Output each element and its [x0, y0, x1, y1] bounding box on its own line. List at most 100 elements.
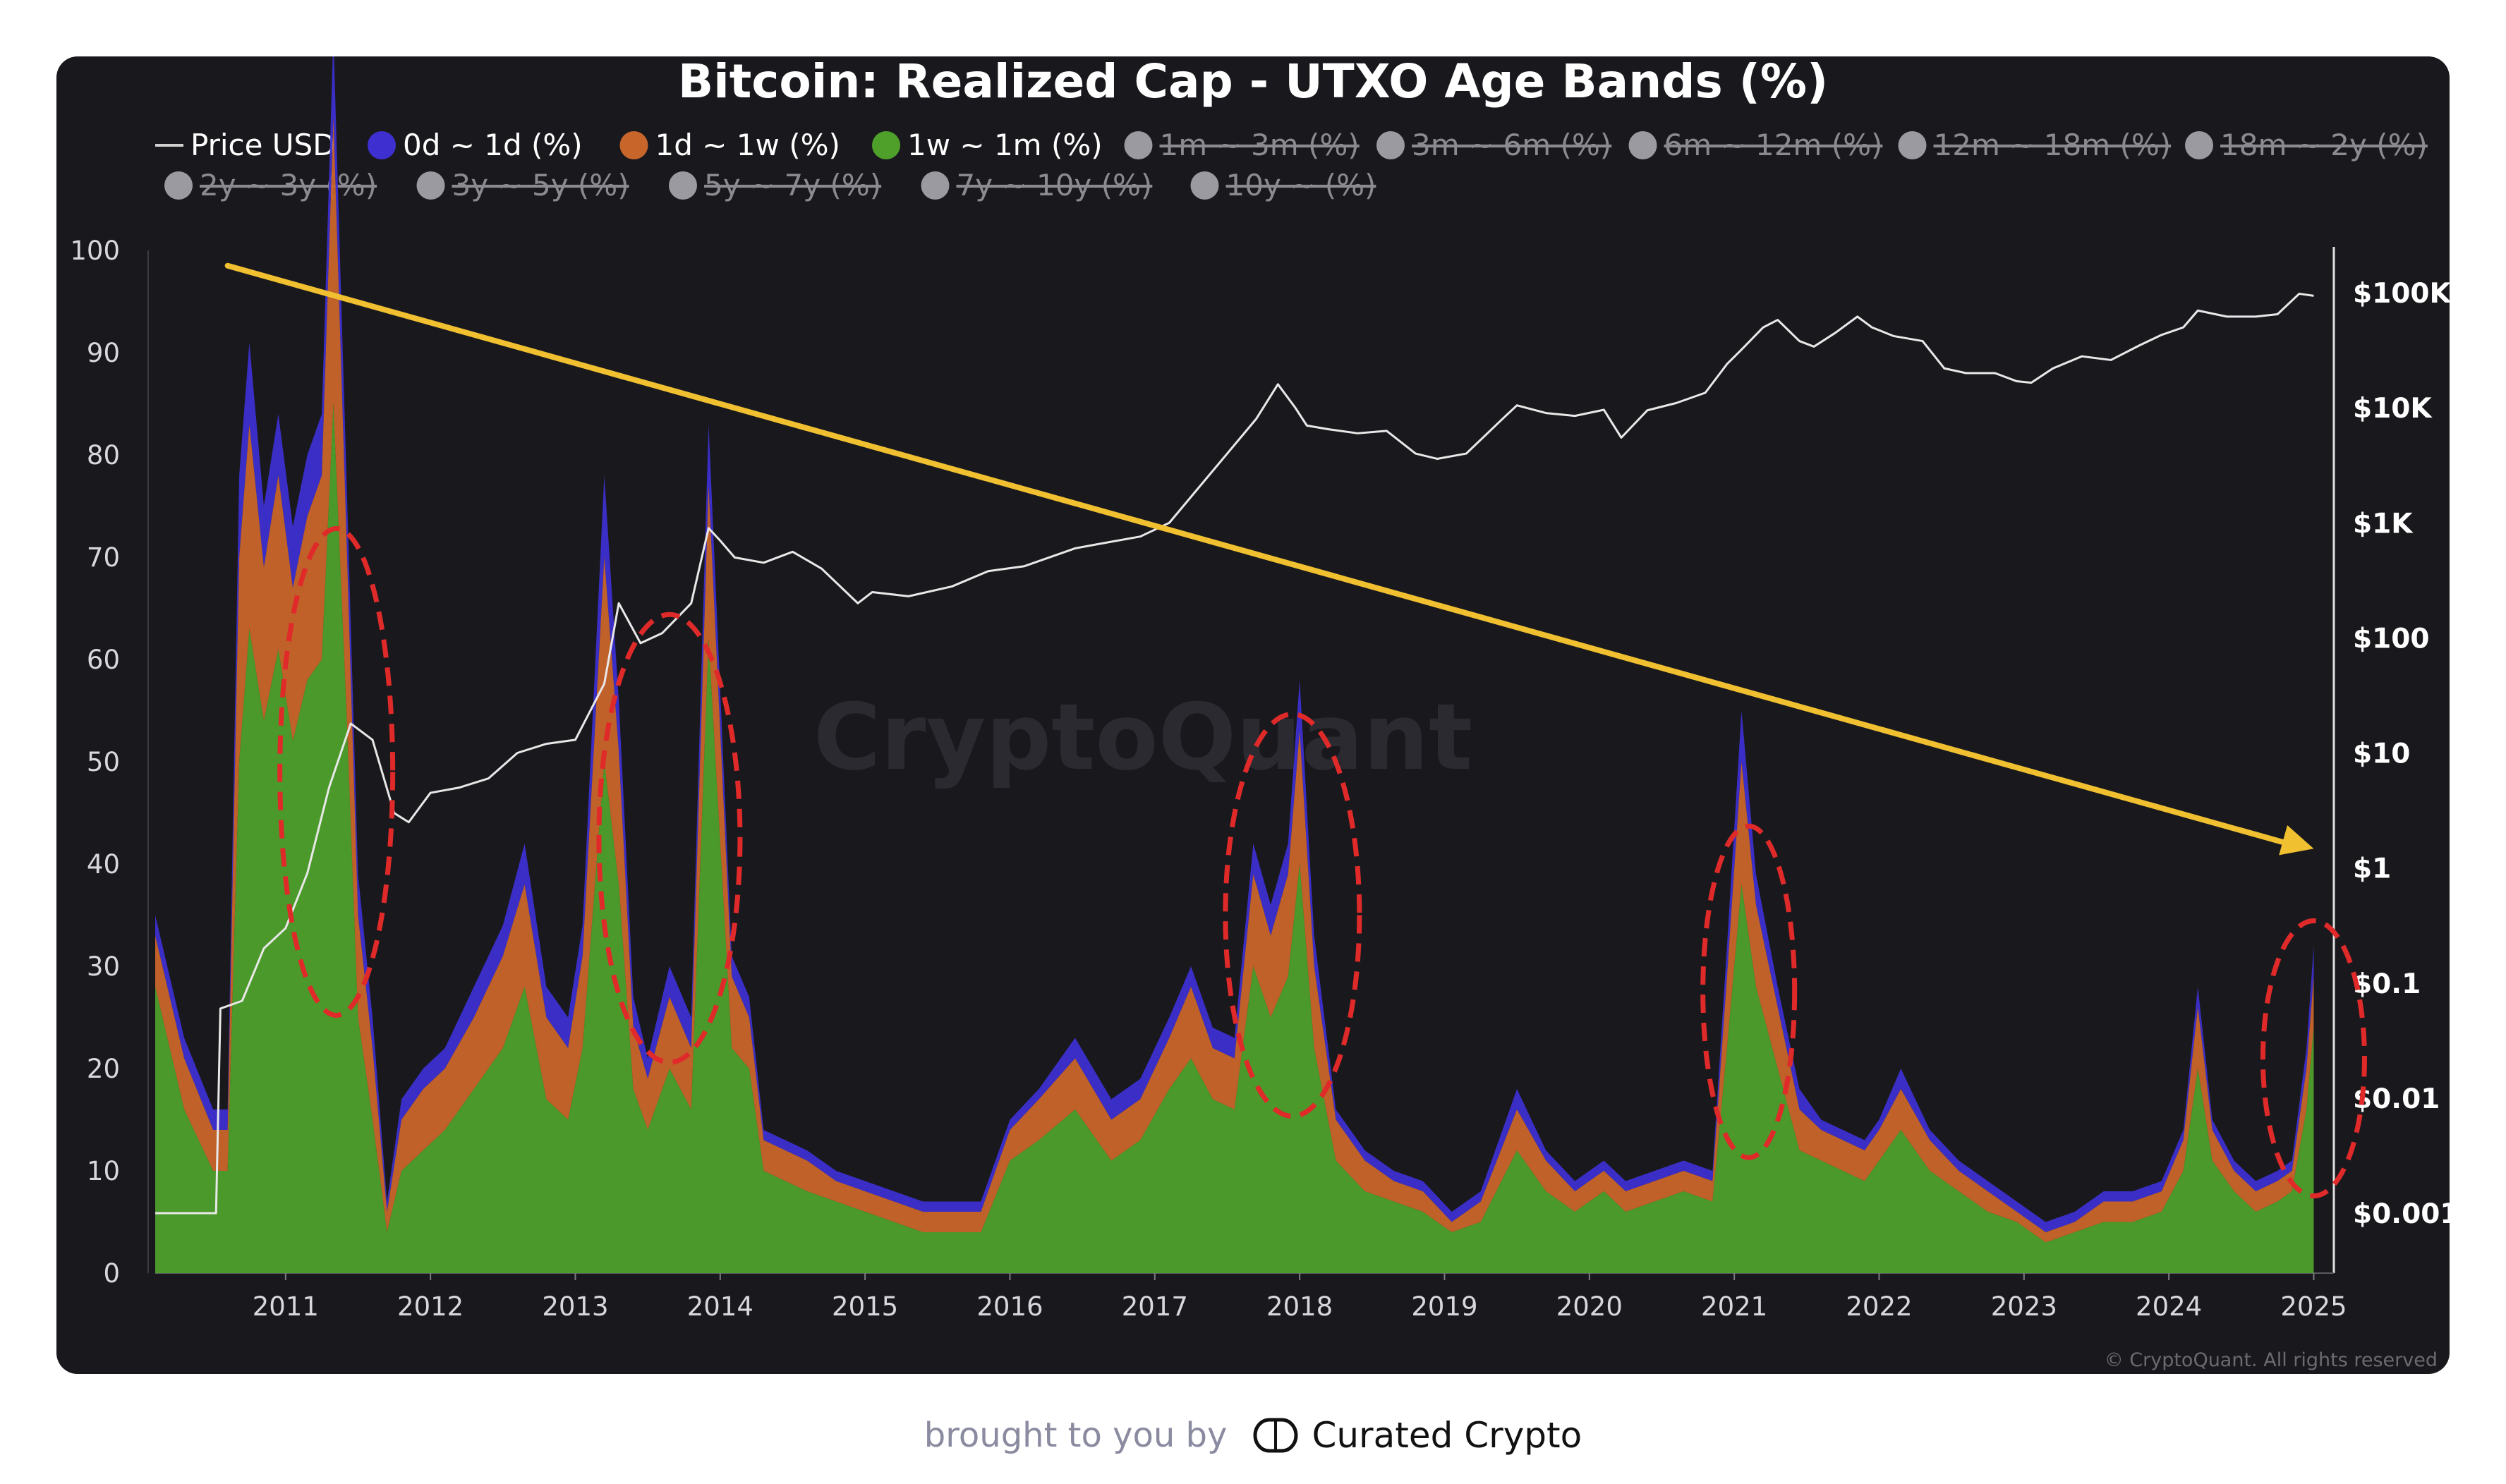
legend-label: 10y ~ (%) — [1226, 168, 1376, 202]
legend-label: 6m ~ 12m (%) — [1664, 128, 1883, 162]
x-tick-label: 2016 — [976, 1291, 1043, 1322]
y-left-axis: 0 10 20 30 40 50 60 70 80 90 100 — [70, 236, 149, 1289]
legend-label: 5y ~ 7y (%) — [704, 168, 881, 202]
highlight-ellipse-3 — [1700, 823, 1798, 1160]
legend-item-12[interactable]: 7y ~ 10y (%) — [921, 168, 1153, 202]
legend-label: 12m ~ 18m (%) — [1934, 128, 2172, 162]
x-tick-label: 2022 — [1846, 1291, 1912, 1322]
area-series-0 — [155, 403, 2314, 1273]
y-tick-label: 40 — [87, 849, 120, 880]
x-tick-label: 2015 — [832, 1291, 898, 1322]
legend-dot-marker — [164, 171, 193, 200]
price-tick-label: $1 — [2353, 853, 2391, 885]
watermark: CryptoQuant — [813, 683, 1472, 791]
y-tick-label: 20 — [87, 1054, 120, 1084]
y-tick-label: 80 — [87, 440, 120, 470]
legend-dot-marker — [1124, 131, 1153, 159]
x-tick-label: 2013 — [542, 1291, 608, 1322]
legend-item-1[interactable]: 0d ~ 1d (%) — [368, 128, 583, 162]
legend-item-10[interactable]: 3y ~ 5y (%) — [416, 168, 629, 202]
y-right-axis: $0.001 $0.01 $0.1 $1 $10 $100 $1K $10K $100K — [2332, 247, 2450, 1273]
legend-label: 2y ~ 3y (%) — [200, 168, 377, 202]
legend-item-4[interactable]: 1m ~ 3m (%) — [1124, 128, 1360, 162]
legend-label: 18m ~ 2y (%) — [2220, 128, 2428, 162]
legend-label: 1d ~ 1w (%) — [655, 128, 840, 162]
x-tick-label: 2012 — [397, 1291, 464, 1322]
legend-label: 1w ~ 1m (%) — [907, 128, 1103, 162]
y-tick-label: 0 — [103, 1258, 120, 1289]
y-tick-label: 10 — [87, 1156, 120, 1186]
legend-item-11[interactable]: 5y ~ 7y (%) — [669, 168, 881, 202]
x-tick-label: 2024 — [2136, 1291, 2202, 1322]
trendline-group — [224, 262, 2314, 856]
legend-label: 3y ~ 5y (%) — [452, 168, 629, 202]
x-tick-label: 2019 — [1411, 1291, 1477, 1322]
footer: brought to you by Curated Crypto — [0, 1404, 2506, 1467]
curated-crypto-logo-icon[interactable] — [1248, 1414, 1303, 1456]
price-tick-label: $100 — [2353, 623, 2430, 655]
legend-item-13[interactable]: 10y ~ (%) — [1190, 168, 1376, 202]
x-axis: 2011 2012 2013 2014 2015 2016 2017 2018 2019 2020… — [155, 1272, 2347, 1322]
legend-item-3[interactable]: 1w ~ 1m (%) — [872, 128, 1103, 162]
legend-dot-marker — [1628, 131, 1657, 159]
copyright: © CryptoQuant. All rights reserved — [2105, 1349, 2438, 1371]
legend-dot-marker — [619, 131, 648, 159]
price-tick-label: $1K — [2353, 508, 2414, 540]
area-series-1 — [155, 117, 2314, 1243]
legend-dot-marker — [1376, 131, 1405, 159]
legend-item-5[interactable]: 3m ~ 6m (%) — [1376, 128, 1611, 162]
legend-item-9[interactable]: 2y ~ 3y (%) — [164, 168, 377, 202]
price-tick-label: $10 — [2353, 738, 2410, 770]
x-tick-label: 2014 — [687, 1291, 753, 1322]
x-tick-label: 2018 — [1266, 1291, 1333, 1322]
legend-dot-marker — [416, 171, 445, 200]
legend-dot-marker — [669, 171, 697, 200]
x-tick-label: 2011 — [253, 1291, 319, 1322]
chart-card: CryptoQuant Bitcoin: Realized Cap - UTXO… — [56, 56, 2450, 1374]
legend: Price USD 0d ~ 1d (%) 1d ~ 1w (%) 1w ~ 1m (… — [155, 128, 2428, 202]
legend-item-0[interactable]: Price USD — [155, 128, 336, 162]
x-tick-label: 2025 — [2280, 1291, 2347, 1322]
highlight-ellipse-2 — [1223, 712, 1362, 1119]
y-tick-label: 70 — [87, 542, 120, 573]
x-tick-label: 2017 — [1122, 1291, 1188, 1322]
legend-label: 0d ~ 1d (%) — [403, 128, 583, 162]
chart-svg: CryptoQuant Bitcoin: Realized Cap - UTXO… — [70, 56, 2450, 1371]
trendline — [224, 262, 2299, 849]
legend-item-8[interactable]: 18m ~ 2y (%) — [2185, 128, 2428, 162]
highlight-ellipse-4 — [2260, 918, 2367, 1198]
y-tick-label: 50 — [87, 747, 120, 777]
legend-item-6[interactable]: 6m ~ 12m (%) — [1628, 128, 1883, 162]
y-tick-label: 30 — [87, 951, 120, 982]
legend-label: 3m ~ 6m (%) — [1412, 128, 1611, 162]
x-tick-label: 2023 — [1991, 1291, 2057, 1322]
stacked-areas — [155, 56, 2314, 1273]
brand-name[interactable]: Curated Crypto — [1312, 1415, 1582, 1456]
trendline-arrowhead — [2279, 825, 2314, 856]
highlight-ellipses — [277, 526, 2367, 1198]
footer-prefix: brought to you by — [924, 1416, 1228, 1455]
highlight-ellipse-0 — [277, 526, 396, 1018]
y-tick-label: 100 — [70, 236, 120, 266]
price-line-group — [155, 292, 2314, 1215]
price-tick-label: $0.01 — [2353, 1083, 2440, 1115]
y-tick-label: 60 — [87, 645, 120, 675]
legend-item-7[interactable]: 12m ~ 18m (%) — [1898, 128, 2172, 162]
legend-label: 1m ~ 3m (%) — [1160, 128, 1360, 162]
x-tick-label: 2020 — [1556, 1291, 1623, 1322]
legend-dot-marker — [921, 171, 950, 200]
y-tick-label: 90 — [87, 338, 120, 368]
legend-label: Price USD — [190, 128, 336, 162]
price-tick-label: $100K — [2353, 278, 2450, 310]
legend-dot-marker — [1898, 131, 1927, 159]
x-tick-label: 2021 — [1701, 1291, 1767, 1322]
legend-dot-marker — [872, 131, 900, 159]
chart-title: Bitcoin: Realized Cap - UTXO Age Bands (… — [678, 56, 1828, 109]
price-usd-line — [155, 292, 2314, 1215]
legend-item-2[interactable]: 1d ~ 1w (%) — [619, 128, 840, 162]
price-tick-label: $0.1 — [2353, 968, 2421, 1000]
legend-label: 7y ~ 10y (%) — [957, 168, 1153, 202]
price-tick-label: $10K — [2353, 393, 2433, 425]
legend-dot-marker — [1190, 171, 1219, 200]
price-tick-label: $0.001 — [2353, 1198, 2450, 1230]
